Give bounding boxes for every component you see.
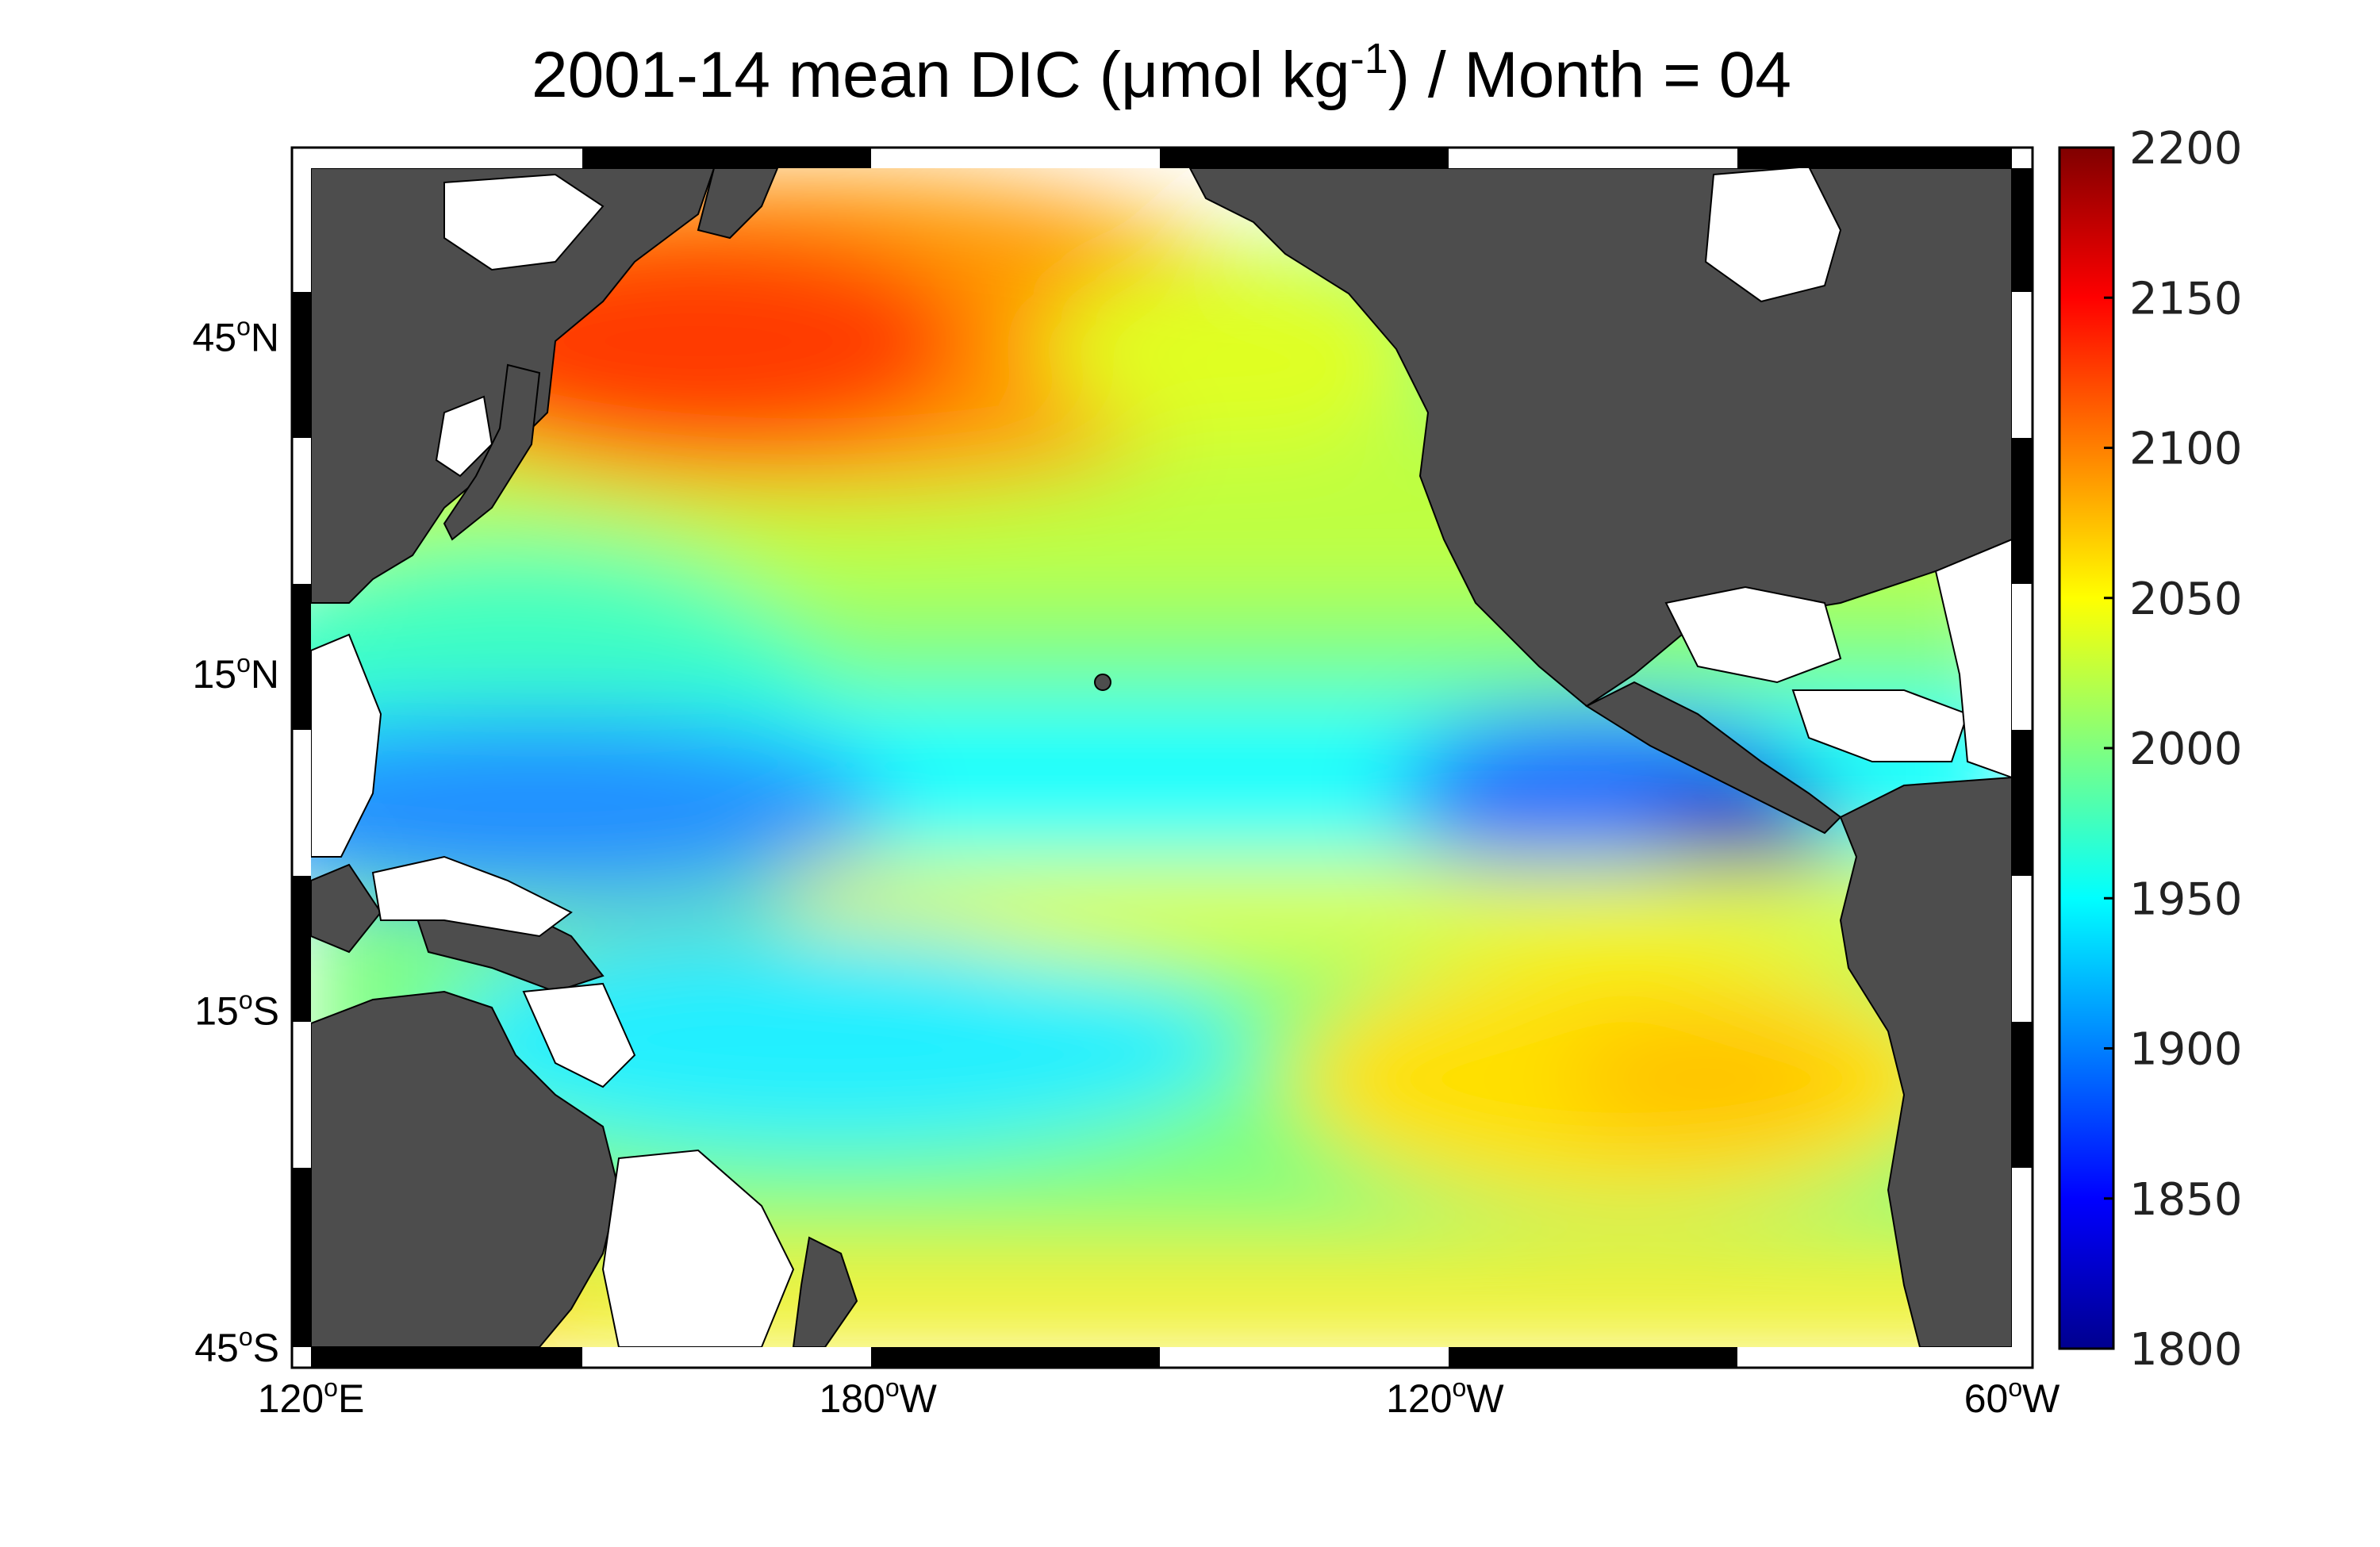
caribbean [1791,689,1969,762]
x-axis-tick-degree: o [324,1373,338,1402]
land-north-america [1188,168,2012,708]
colorbar-tick-label: 2000 [2129,724,2243,775]
colorbar-tick-label: 1800 [2129,1324,2243,1376]
colorbar: 2200 2150 2100 2050 2000 1950 1900 1850 1800 [2058,123,2243,1376]
field-south-eq-yellow [793,865,2012,952]
map-frame-bars [292,148,2033,1368]
y-axis-tick-number: 15 [194,988,239,1033]
y-axis-tick-label: 15oS [194,985,279,1033]
x-axis-tick-label: 60oW [1964,1373,2060,1421]
y-axis-tick-hemisphere: S [253,988,279,1033]
x-axis-tick-number: 120 [258,1376,324,1421]
title-suffix: ) / Month = 04 [1388,39,1791,111]
land-kamchatka [697,168,779,240]
colorbar-tick-label: 1850 [2129,1174,2243,1226]
x-axis-tick-number: 120 [1386,1376,1452,1421]
x-axis-tick-number: 180 [819,1376,885,1421]
colorbar-tick-label: 1900 [2129,1024,2243,1076]
south-china-sea [311,633,382,858]
land-borneo [311,863,382,954]
x-axis-tick-degree: o [885,1373,900,1402]
y-axis-tick-degree: o [236,649,251,678]
indonesian-seas [371,855,573,938]
field-west-equator-blue [311,714,889,904]
colorbar-tick-label: 2050 [2129,574,2243,625]
land-newzealand [792,1236,858,1347]
x-axis-tick-degree: o [2008,1373,2022,1402]
y-axis-tick-hemisphere: S [253,1326,279,1370]
sea-of-japan [435,395,493,478]
land-masses [311,168,2012,1347]
nodata-regions [311,168,2012,1347]
land-south-america [1839,776,2012,1347]
hudson-bay [1704,168,1842,303]
y-axis-tick-hemisphere: N [251,315,279,359]
land-australia [311,990,620,1347]
x-axis-tick-hemisphere: E [338,1376,364,1421]
x-axis-tick-number: 60 [1964,1376,2009,1421]
y-axis-tick-degree: o [236,312,251,340]
field-se-orange [1563,1023,1848,1134]
colorbar-ticks: 2200 2150 2100 2050 2000 1950 1900 1850 1800 [2104,123,2243,1376]
y-axis-tick-degree: o [239,1322,253,1351]
y-axis-tick-label: 45oN [192,312,279,359]
y-axis-tick-hemisphere: N [251,652,279,697]
map-area [311,168,2012,1347]
x-axis-tick-label: 180oW [819,1373,937,1421]
title-main: 2001-14 mean DIC (μmol kg [532,39,1350,111]
colorbar-tick-label: 1950 [2129,873,2243,925]
x-axis-tick-hemisphere: W [2022,1376,2060,1421]
x-axis-tick-hemisphere: W [1466,1376,1504,1421]
atlantic-east [1934,538,2012,779]
colorbar-tick-label: 2150 [2129,273,2243,324]
x-axis-tick-hemisphere: W [900,1376,938,1421]
field-gulf-alaska [1047,254,1428,444]
colorbar-tick-label: 2200 [2129,123,2243,175]
colorbar-tick-label: 2100 [2129,424,2243,475]
y-axis-tick-degree: o [239,985,253,1014]
y-axis-tick-label: 45oS [194,1322,279,1370]
x-axis-tick-degree: o [1453,1373,1467,1402]
x-axis-tick-label: 120oE [258,1373,365,1421]
land-hawaii [1094,674,1111,691]
field-south-cyan [420,944,1246,1150]
y-axis-tick-number: 45 [194,1326,239,1370]
x-axis-ticks: 120oE 180oW 120oW 60oW [258,1373,2060,1421]
chart-title: 2001-14 mean DIC (μmol kg-1) / Month = 0… [532,35,1791,111]
y-axis-tick-label: 15oN [192,649,279,697]
coral-sea [522,982,636,1088]
gulf-of-mexico [1664,585,1842,684]
y-axis-tick-number: 15 [192,652,236,697]
x-axis-tick-label: 120oW [1386,1373,1504,1421]
tasman-sea [601,1149,795,1347]
sea-of-okhotsk [443,173,605,271]
title-superscript: -1 [1350,35,1388,83]
y-axis-tick-number: 45 [192,315,236,359]
